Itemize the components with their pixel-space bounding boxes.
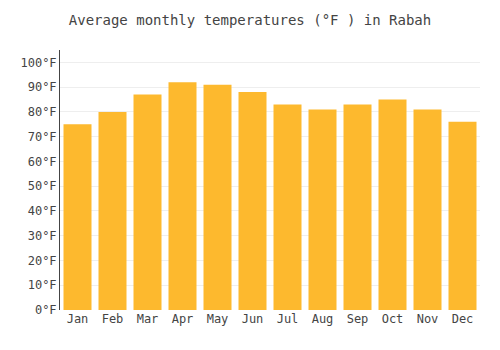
svg-text:0°F: 0°F: [35, 303, 57, 317]
svg-text:20°F: 20°F: [28, 254, 57, 268]
svg-text:Average monthly temperatures (: Average monthly temperatures (°F ) in Ra…: [69, 12, 431, 28]
svg-text:Mar: Mar: [137, 312, 159, 326]
svg-text:40°F: 40°F: [28, 204, 57, 218]
svg-text:30°F: 30°F: [28, 229, 57, 243]
svg-text:Nov: Nov: [417, 312, 439, 326]
svg-text:Aug: Aug: [312, 312, 334, 326]
svg-text:May: May: [207, 312, 229, 326]
svg-text:Jul: Jul: [277, 312, 299, 326]
svg-text:Jan: Jan: [67, 312, 89, 326]
svg-text:60°F: 60°F: [28, 155, 57, 169]
svg-text:Oct: Oct: [382, 312, 404, 326]
svg-text:Apr: Apr: [172, 312, 194, 326]
svg-text:Sep: Sep: [347, 312, 369, 326]
svg-text:10°F: 10°F: [28, 278, 57, 292]
svg-text:Dec: Dec: [452, 312, 474, 326]
svg-text:70°F: 70°F: [28, 130, 57, 144]
svg-text:100°F: 100°F: [20, 56, 56, 70]
svg-text:90°F: 90°F: [28, 80, 57, 94]
svg-text:50°F: 50°F: [28, 179, 57, 193]
svg-text:Feb: Feb: [102, 312, 124, 326]
svg-text:80°F: 80°F: [28, 105, 57, 119]
svg-text:Jun: Jun: [242, 312, 264, 326]
